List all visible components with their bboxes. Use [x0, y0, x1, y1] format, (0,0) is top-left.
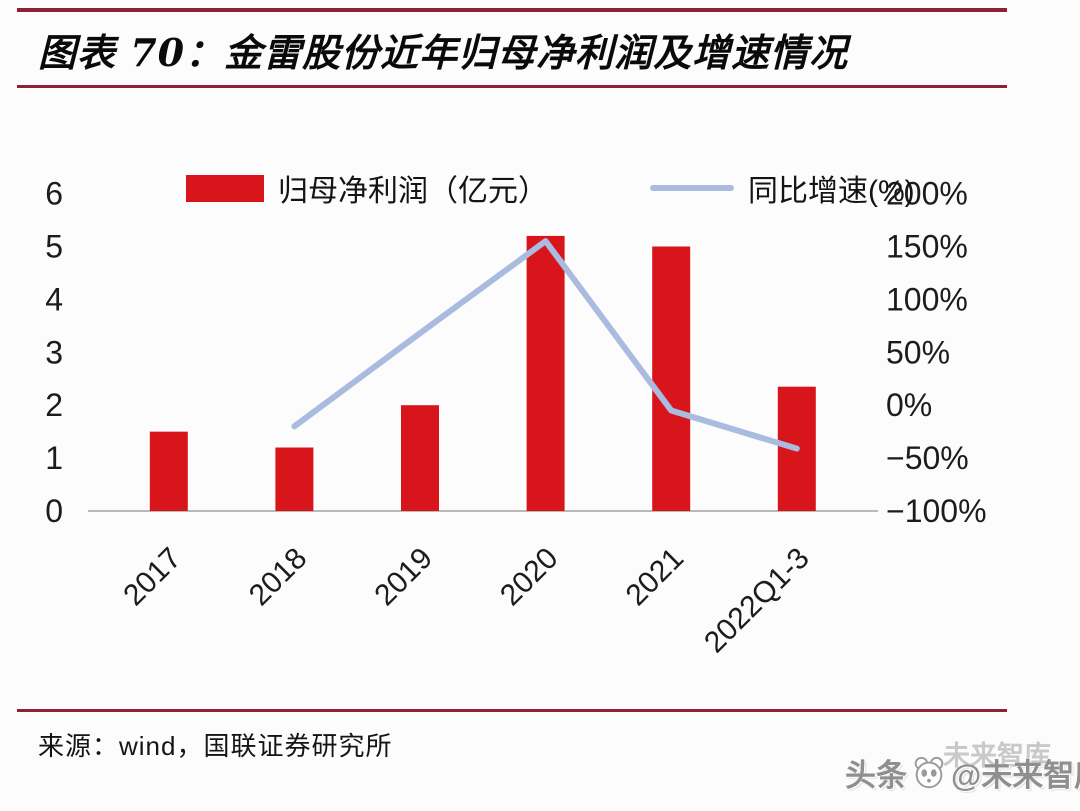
- bar-2021: [652, 246, 691, 511]
- legend-label-net-profit: 归母净利润（亿元）: [278, 175, 548, 208]
- watermark-row: 头条 @未来智库: [845, 750, 1080, 795]
- legend-item-growth: 同比增速(%): [650, 172, 915, 208]
- watermark-prefix: 头条: [845, 758, 907, 793]
- left-axis-tick-0: 0: [45, 493, 63, 529]
- x-axis-label-2021: 2021: [620, 542, 691, 613]
- bar-2017: [149, 431, 188, 511]
- bottom-rule: [17, 709, 1007, 712]
- bar-series-swatch: [186, 174, 264, 202]
- right-axis-tick-−50%: −50%: [886, 440, 969, 476]
- left-axis-tick-2: 2: [45, 387, 63, 423]
- right-axis-tick-−100%: −100%: [886, 493, 987, 529]
- legend-item-net-profit: 归母净利润（亿元）: [186, 172, 548, 208]
- right-axis-tick-0%: 0%: [886, 387, 932, 423]
- top-rule-primary: [17, 8, 1007, 12]
- x-axis-label-2022Q1-3: 2022Q1-3: [698, 542, 816, 660]
- growth-line: [291, 238, 800, 452]
- bar-2018: [275, 447, 314, 511]
- right-axis-tick-150%: 150%: [886, 228, 968, 264]
- bar-2020: [526, 235, 565, 512]
- figure-title: 图表 70：金雷股份近年归母净利润及增速情况: [38, 30, 849, 75]
- left-axis-tick-4: 4: [45, 281, 63, 317]
- watermark-ghost-text: 未来智库: [943, 741, 1051, 771]
- x-axis-label-2018: 2018: [243, 542, 314, 613]
- left-axis-tick-5: 5: [45, 229, 63, 265]
- x-axis-label-2019: 2019: [368, 542, 439, 613]
- left-axis-tick-1: 1: [45, 440, 63, 476]
- right-axis-tick-100%: 100%: [886, 281, 968, 317]
- line-series-swatch: [650, 185, 734, 191]
- left-axis-tick-3: 3: [45, 334, 63, 370]
- right-axis-tick-50%: 50%: [886, 334, 950, 370]
- legend-label-growth: 同比增速(%): [748, 175, 915, 208]
- source-note: 来源：wind，国联证券研究所: [38, 731, 393, 761]
- left-axis-tick-6: 6: [45, 176, 63, 212]
- watermark: 未来智库 头条 @未来智库: [845, 734, 1080, 806]
- right-axis-tick-200%: 200%: [886, 176, 968, 212]
- panda-logo-icon: [914, 756, 944, 788]
- watermark-suffix: @未来智库: [951, 758, 1080, 793]
- x-axis-label-2020: 2020: [494, 542, 565, 613]
- top-rule-secondary: [17, 85, 1007, 88]
- x-axis-label-2017: 2017: [117, 542, 188, 613]
- bar-2019: [401, 405, 439, 511]
